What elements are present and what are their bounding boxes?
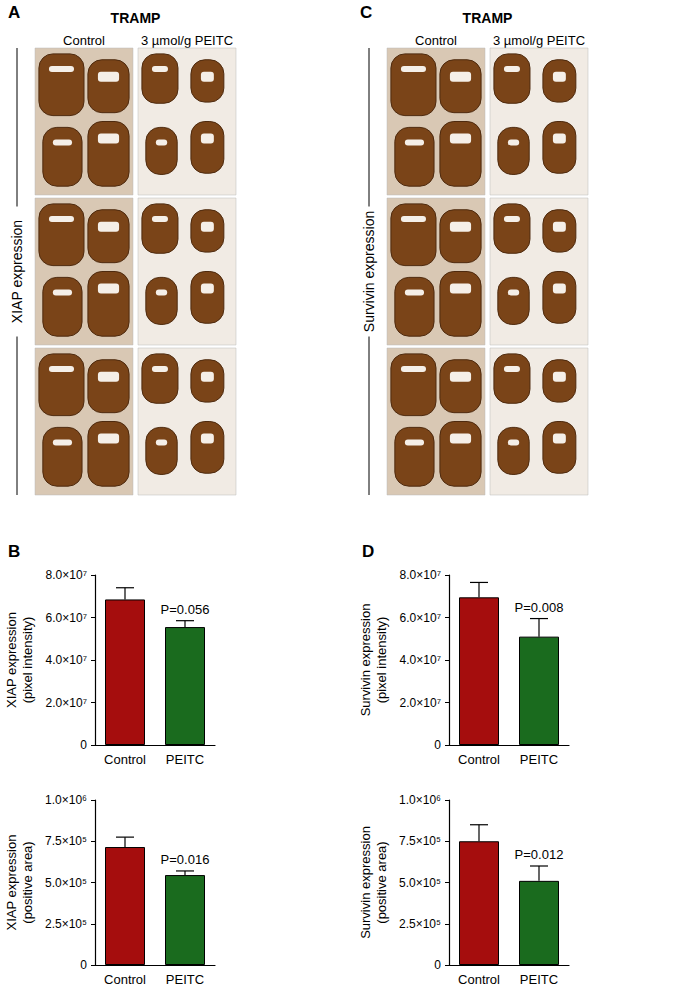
svg-text:B: B [8,542,20,561]
svg-text:2.5×10⁵: 2.5×10⁵ [399,917,441,931]
svg-text:Control: Control [415,33,457,48]
svg-text:(pixel intensity): (pixel intensity) [374,617,389,704]
svg-text:3 µmol/g PEITC: 3 µmol/g PEITC [141,33,233,48]
svg-text:PEITC: PEITC [520,752,558,767]
svg-text:Survivin expression: Survivin expression [358,826,373,939]
svg-text:Control: Control [104,972,146,987]
svg-text:2.0×10⁷: 2.0×10⁷ [46,696,87,710]
svg-text:8.0×10⁷: 8.0×10⁷ [400,568,441,582]
svg-text:5.0×10⁵: 5.0×10⁵ [399,876,441,890]
svg-text:PEITC: PEITC [166,972,204,987]
svg-text:0: 0 [434,738,441,752]
svg-text:Control: Control [63,33,105,48]
svg-text:P=0.012: P=0.012 [515,847,564,862]
svg-text:1.0×10⁶: 1.0×10⁶ [45,793,87,807]
svg-text:7.5×10⁵: 7.5×10⁵ [45,834,87,848]
svg-text:PEITC: PEITC [520,972,558,987]
svg-text:P=0.056: P=0.056 [161,602,210,617]
svg-text:(pixel intensity): (pixel intensity) [20,617,35,704]
svg-text:PEITC: PEITC [166,752,204,767]
svg-text:Control: Control [458,752,500,767]
svg-text:0: 0 [434,958,441,972]
svg-text:TRAMP: TRAMP [463,10,513,26]
svg-text:Survivin expression: Survivin expression [361,211,377,332]
svg-text:5.0×10⁵: 5.0×10⁵ [45,876,87,890]
svg-text:XIAP expression: XIAP expression [4,835,19,931]
svg-text:Control: Control [104,752,146,767]
svg-text:Control: Control [458,972,500,987]
svg-text:P=0.008: P=0.008 [515,600,564,615]
svg-text:6.0×10⁷: 6.0×10⁷ [46,611,87,625]
svg-text:0: 0 [80,738,87,752]
svg-text:0: 0 [80,958,87,972]
svg-text:P=0.016: P=0.016 [161,852,210,867]
svg-text:8.0×10⁷: 8.0×10⁷ [46,568,87,582]
svg-text:XIAP expression: XIAP expression [4,612,19,708]
svg-text:6.0×10⁷: 6.0×10⁷ [400,611,441,625]
svg-text:C: C [360,3,372,22]
svg-text:(positive area): (positive area) [374,841,389,923]
svg-text:D: D [362,542,374,561]
svg-text:4.0×10⁷: 4.0×10⁷ [46,653,87,667]
svg-text:3 µmol/g PEITC: 3 µmol/g PEITC [493,33,585,48]
svg-text:Survivin expression: Survivin expression [358,604,373,717]
svg-text:A: A [8,3,20,22]
svg-text:2.5×10⁵: 2.5×10⁵ [45,917,87,931]
svg-text:7.5×10⁵: 7.5×10⁵ [399,834,441,848]
svg-text:1.0×10⁶: 1.0×10⁶ [399,793,441,807]
svg-text:(positive area): (positive area) [20,841,35,923]
svg-text:XIAP expression: XIAP expression [9,220,25,323]
svg-text:TRAMP: TRAMP [111,10,161,26]
svg-text:4.0×10⁷: 4.0×10⁷ [400,653,441,667]
svg-text:2.0×10⁷: 2.0×10⁷ [400,696,441,710]
